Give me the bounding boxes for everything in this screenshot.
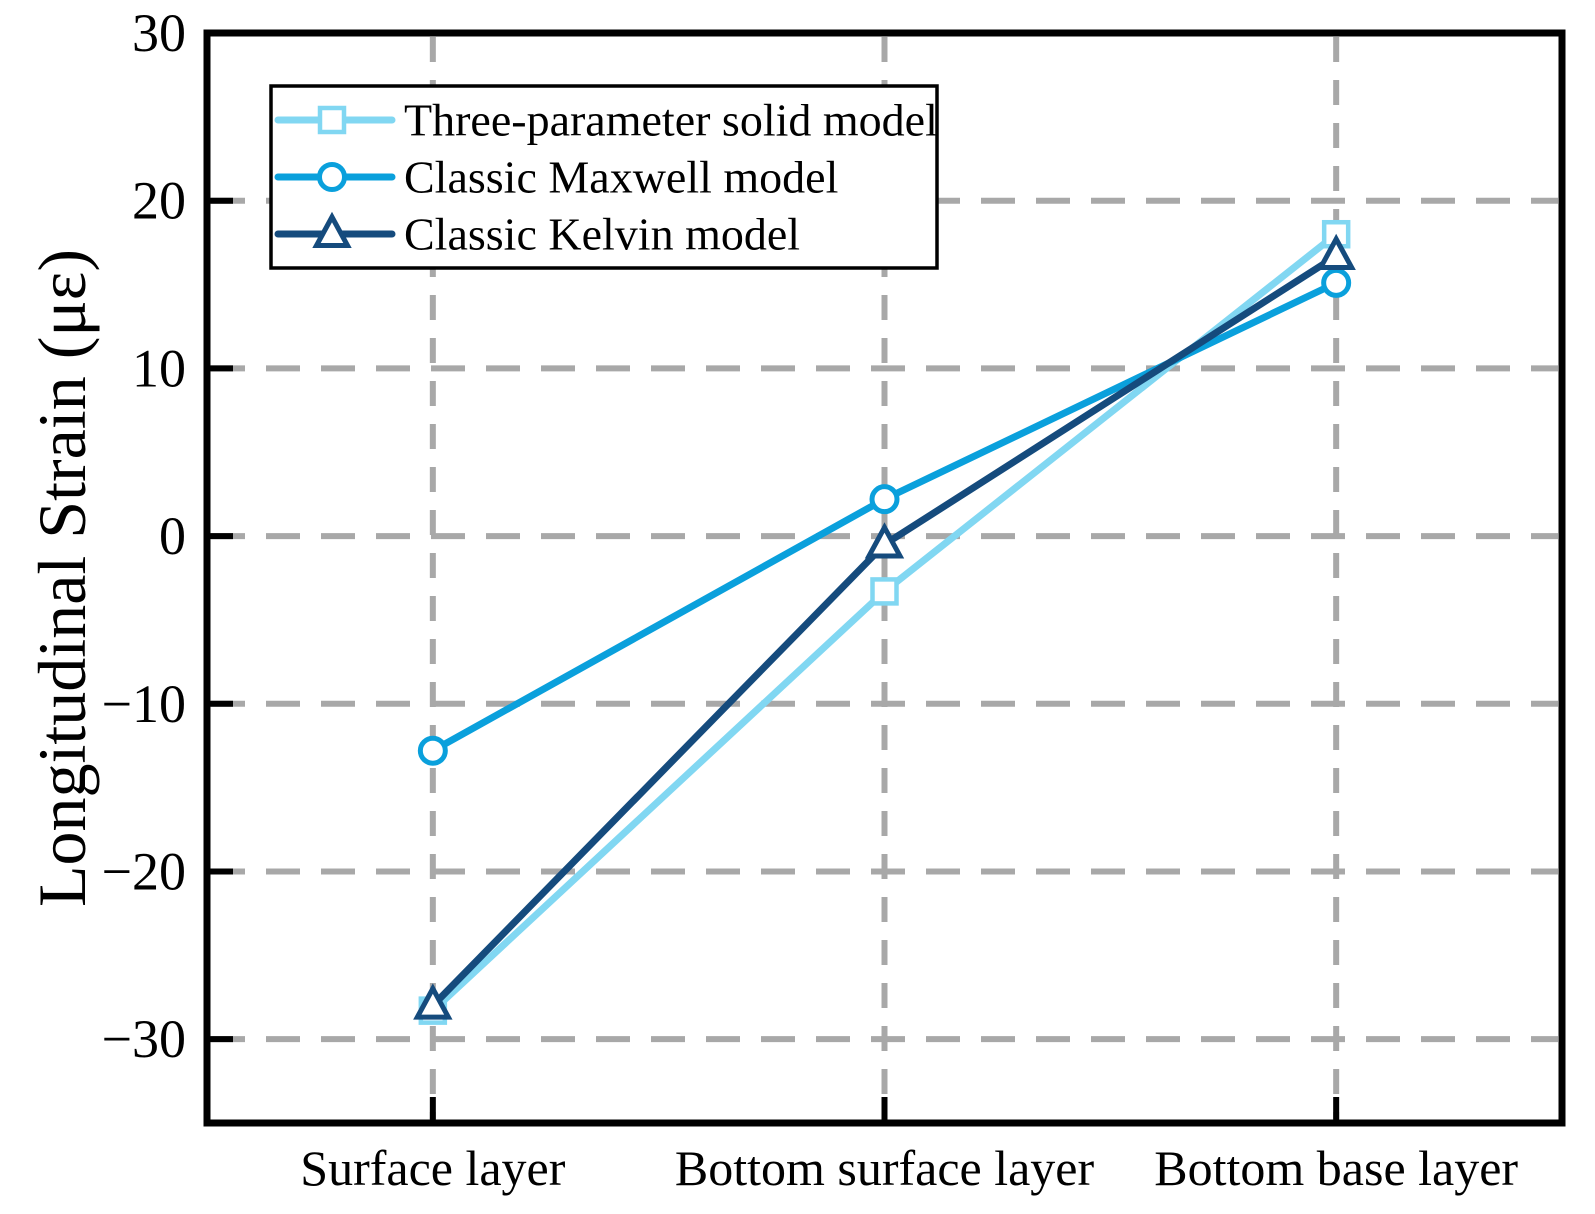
tick-labels-group: 30 20 10 0 −10 −20 −30	[102, 3, 186, 1069]
triangle-marker	[413, 983, 453, 1020]
y-tick-label: 10	[132, 338, 186, 398]
category-labels-group: Surface layer Bottom surface layer Bottom …	[300, 1140, 1518, 1196]
circle-marker	[1321, 267, 1352, 298]
x-category-label: Surface layer	[300, 1140, 565, 1196]
y-tick-label: −30	[102, 1009, 186, 1069]
legend-entry: Classic Kelvin model	[274, 209, 800, 260]
legend-label: Classic Kelvin model	[404, 209, 800, 260]
circle-marker	[417, 735, 448, 766]
legend: Three-parameter solid model Classic Maxwe…	[269, 84, 939, 270]
y-tick-label: −10	[102, 674, 186, 734]
legend-label: Three-parameter solid model	[404, 95, 938, 146]
triangle-marker	[312, 211, 352, 248]
y-tick-label: 20	[132, 171, 186, 231]
series-group	[413, 219, 1356, 1025]
square-marker	[870, 577, 899, 606]
triangle-marker	[864, 522, 905, 559]
circle-marker	[317, 162, 347, 192]
x-category-label: Bottom surface layer	[675, 1140, 1095, 1196]
y-tick-label: 30	[132, 3, 186, 63]
legend-label: Classic Maxwell model	[404, 152, 838, 203]
y-tick-label: 0	[159, 506, 186, 566]
square-marker	[317, 105, 347, 135]
axes-frame-group	[203, 29, 1566, 1127]
legend-entry: Three-parameter solid model	[274, 95, 938, 146]
x-category-label: Bottom base layer	[1154, 1140, 1518, 1196]
legend-entry: Classic Maxwell model	[274, 152, 838, 203]
plot-frame	[203, 29, 1566, 1127]
y-tick-label: −20	[102, 841, 186, 901]
series-triangle	[413, 233, 1356, 1020]
triangle-marker	[1316, 233, 1356, 271]
y-axis-title: Longitudinal Strain (με)	[24, 249, 100, 907]
circle-marker	[869, 484, 900, 515]
ticks-group	[210, 30, 1340, 1120]
